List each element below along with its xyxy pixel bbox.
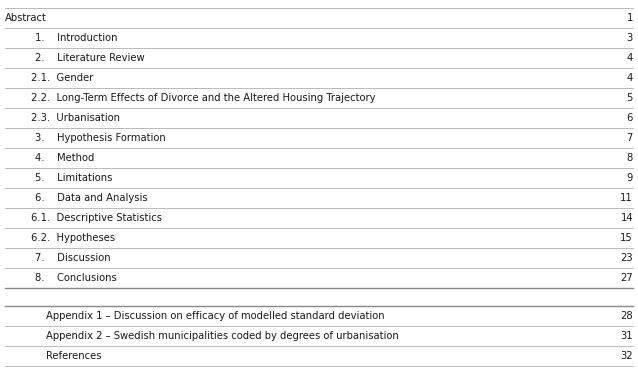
Text: 2.3.  Urbanisation: 2.3. Urbanisation — [31, 113, 119, 123]
Text: 8.    Conclusions: 8. Conclusions — [35, 273, 117, 283]
Text: 7: 7 — [627, 133, 633, 143]
Text: 4.    Method: 4. Method — [35, 153, 94, 163]
Text: 6: 6 — [627, 113, 633, 123]
Text: 2.2.  Long-Term Effects of Divorce and the Altered Housing Trajectory: 2.2. Long-Term Effects of Divorce and th… — [31, 93, 375, 103]
Text: Appendix 1 – Discussion on efficacy of modelled standard deviation: Appendix 1 – Discussion on efficacy of m… — [46, 311, 385, 321]
Text: 6.    Data and Analysis: 6. Data and Analysis — [35, 193, 148, 203]
Text: References: References — [46, 351, 101, 361]
Text: 5: 5 — [627, 93, 633, 103]
Text: 15: 15 — [620, 233, 633, 243]
Text: 7.    Discussion: 7. Discussion — [35, 253, 111, 263]
Text: 1.    Introduction: 1. Introduction — [35, 33, 117, 43]
Text: 6.1.  Descriptive Statistics: 6.1. Descriptive Statistics — [31, 213, 161, 223]
Text: 27: 27 — [620, 273, 633, 283]
Text: 3: 3 — [627, 33, 633, 43]
Text: 8: 8 — [627, 153, 633, 163]
Text: 9: 9 — [627, 173, 633, 183]
Text: 4: 4 — [627, 53, 633, 63]
Text: 2.    Literature Review: 2. Literature Review — [35, 53, 145, 63]
Text: 1: 1 — [627, 13, 633, 23]
Text: 28: 28 — [620, 311, 633, 321]
Text: Abstract: Abstract — [5, 13, 47, 23]
Text: 6.2.  Hypotheses: 6.2. Hypotheses — [31, 233, 115, 243]
Text: 32: 32 — [620, 351, 633, 361]
Text: 4: 4 — [627, 73, 633, 83]
Text: Appendix 2 – Swedish municipalities coded by degrees of urbanisation: Appendix 2 – Swedish municipalities code… — [46, 331, 399, 341]
Text: 11: 11 — [620, 193, 633, 203]
Text: 3.    Hypothesis Formation: 3. Hypothesis Formation — [35, 133, 166, 143]
Text: 31: 31 — [620, 331, 633, 341]
Text: 23: 23 — [620, 253, 633, 263]
Text: 2.1.  Gender: 2.1. Gender — [31, 73, 93, 83]
Text: 5.    Limitations: 5. Limitations — [35, 173, 112, 183]
Text: 14: 14 — [620, 213, 633, 223]
